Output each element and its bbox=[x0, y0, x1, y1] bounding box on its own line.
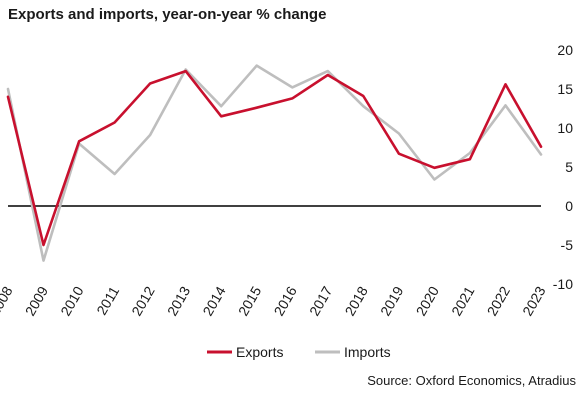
source-note: Source: Oxford Economics, Atradius bbox=[367, 373, 576, 388]
x-tick-label: 2022 bbox=[484, 283, 514, 318]
y-tick-label: 20 bbox=[557, 42, 573, 58]
y-tick-label: 10 bbox=[557, 120, 573, 136]
x-tick-label: 2016 bbox=[270, 283, 300, 318]
x-tick-label: 2015 bbox=[235, 283, 265, 318]
legend-label-imports: Imports bbox=[344, 344, 391, 360]
x-tick-label: 2020 bbox=[413, 283, 443, 318]
y-tick-label: -10 bbox=[553, 276, 573, 292]
x-tick-label: 2023 bbox=[519, 283, 549, 318]
x-tick-label: 2017 bbox=[306, 283, 336, 318]
x-tick-label: 2010 bbox=[57, 283, 87, 318]
y-tick-label: 0 bbox=[565, 198, 573, 214]
x-tick-label: 2011 bbox=[93, 283, 122, 317]
x-tick-label: 2013 bbox=[164, 283, 194, 318]
x-tick-label: 2012 bbox=[128, 283, 158, 318]
x-tick-label: 2019 bbox=[377, 283, 407, 318]
x-tick-label: 2009 bbox=[22, 283, 52, 318]
y-tick-label: 15 bbox=[557, 81, 573, 97]
legend-label-exports: Exports bbox=[236, 344, 283, 360]
series-line-imports bbox=[8, 66, 541, 261]
y-tick-label: 5 bbox=[565, 159, 573, 175]
y-tick-label: -5 bbox=[561, 237, 574, 253]
x-tick-label: 2014 bbox=[199, 283, 229, 318]
x-tick-label: 2021 bbox=[448, 283, 478, 318]
x-tick-label: 2018 bbox=[341, 283, 371, 318]
x-tick-label: 2008 bbox=[0, 283, 16, 318]
